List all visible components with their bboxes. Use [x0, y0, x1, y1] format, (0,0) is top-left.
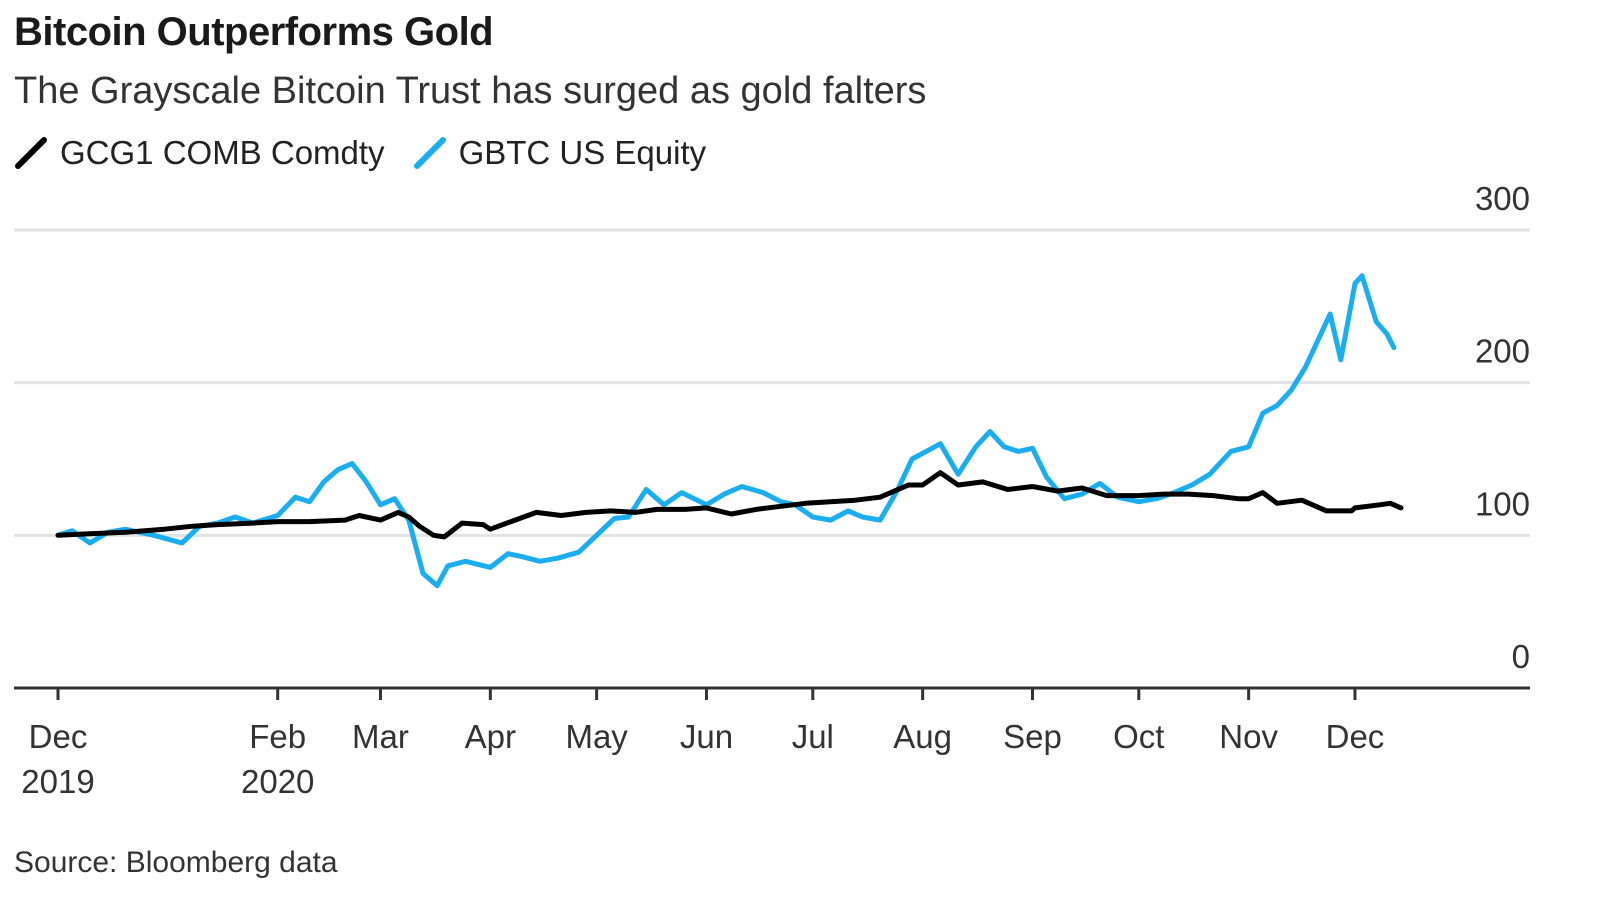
series-line-gbtc — [55, 273, 1397, 589]
legend-label-gold: GCG1 COMB Comdty — [60, 134, 385, 171]
x-tick-label-1: Feb — [249, 718, 306, 755]
legend-label-gbtc: GBTC US Equity — [458, 134, 707, 171]
x-tick-label-11: Dec — [1326, 718, 1385, 755]
source-note: Source: Bloomberg data — [14, 846, 338, 879]
y-tick-label-300: 300 — [1475, 180, 1530, 217]
legend-swatch-gbtc-icon — [413, 137, 446, 169]
x-tick-label-0: Dec — [29, 718, 88, 755]
x-tick-sublabel-0: 2019 — [21, 763, 94, 800]
legend: GCG1 COMB Comdty GBTC US Equity — [14, 134, 734, 172]
chart-title: Bitcoin Outperforms Gold — [14, 10, 494, 54]
x-tick-label-7: Aug — [893, 718, 952, 755]
x-tick-label-3: Apr — [465, 718, 516, 755]
x-tick-label-8: Sep — [1003, 718, 1062, 755]
x-tick-label-2: Mar — [352, 718, 409, 755]
y-tick-label-100: 100 — [1475, 485, 1530, 522]
x-tick-label-5: Jun — [680, 718, 733, 755]
legend-item-gold: GCG1 COMB Comdty — [14, 134, 385, 172]
legend-swatch-gold-icon — [15, 137, 47, 169]
chart-subtitle: The Grayscale Bitcoin Trust has surged a… — [14, 70, 927, 112]
y-tick-label-200: 200 — [1475, 333, 1530, 370]
x-tick-label-4: May — [565, 718, 628, 755]
series-line-gcg1 — [55, 470, 1404, 540]
x-tick-label-9: Oct — [1113, 718, 1164, 755]
y-tick-label-0: 0 — [1512, 638, 1530, 675]
x-tick-sublabel-1: 2020 — [241, 763, 314, 800]
legend-item-gbtc: GBTC US Equity — [413, 134, 707, 172]
x-tick-label-6: Jul — [792, 718, 834, 755]
x-tick-label-10: Nov — [1219, 718, 1278, 755]
